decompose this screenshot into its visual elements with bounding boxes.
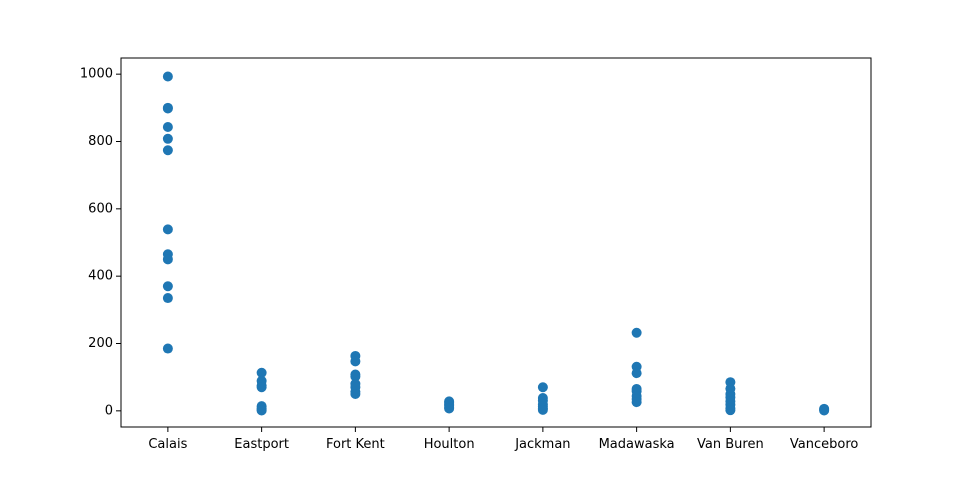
- data-point: [256, 367, 267, 378]
- data-point: [725, 405, 736, 416]
- data-point: [631, 368, 642, 379]
- plot-area-background: [121, 58, 871, 427]
- y-tick-label: 400: [88, 269, 113, 284]
- data-point: [162, 254, 173, 265]
- data-point: [256, 382, 267, 393]
- data-point: [631, 327, 642, 338]
- data-point: [162, 224, 173, 235]
- data-point: [162, 281, 173, 292]
- data-points: [162, 71, 830, 416]
- x-tick-label: Houlton: [424, 437, 475, 452]
- data-point: [444, 403, 455, 414]
- data-point: [162, 71, 173, 82]
- plot-frame: [120, 57, 872, 428]
- y-tick-label: 200: [88, 336, 113, 351]
- data-point: [162, 293, 173, 304]
- x-tick-label: Calais: [148, 437, 187, 452]
- y-tick-label: 600: [88, 201, 113, 216]
- data-point: [631, 397, 642, 408]
- data-point: [350, 371, 361, 382]
- data-point: [350, 389, 361, 400]
- x-tick-label: Vanceboro: [790, 437, 858, 452]
- x-tick-label: Fort Kent: [326, 437, 385, 452]
- data-point: [162, 343, 173, 354]
- data-point: [819, 405, 830, 416]
- y-tick-label: 0: [105, 403, 113, 418]
- y-axis: 0 200 400 600 800 1000: [80, 67, 121, 418]
- data-point: [537, 404, 548, 415]
- data-point: [350, 356, 361, 367]
- x-tick-label: Jackman: [514, 437, 570, 452]
- x-axis: Calais Eastport Fort Kent Houlton Jackman Mad…: [148, 427, 858, 452]
- data-point: [537, 382, 548, 393]
- data-point: [162, 103, 173, 114]
- data-point: [162, 145, 173, 156]
- y-tick-label: 1000: [80, 67, 113, 82]
- x-tick-label: Eastport: [234, 437, 289, 452]
- x-tick-label: Van Buren: [697, 437, 764, 452]
- y-tick-label: 800: [88, 134, 113, 149]
- data-point: [162, 122, 173, 133]
- data-point: [256, 405, 267, 416]
- data-point: [162, 133, 173, 144]
- x-tick-label: Madawaska: [599, 437, 675, 452]
